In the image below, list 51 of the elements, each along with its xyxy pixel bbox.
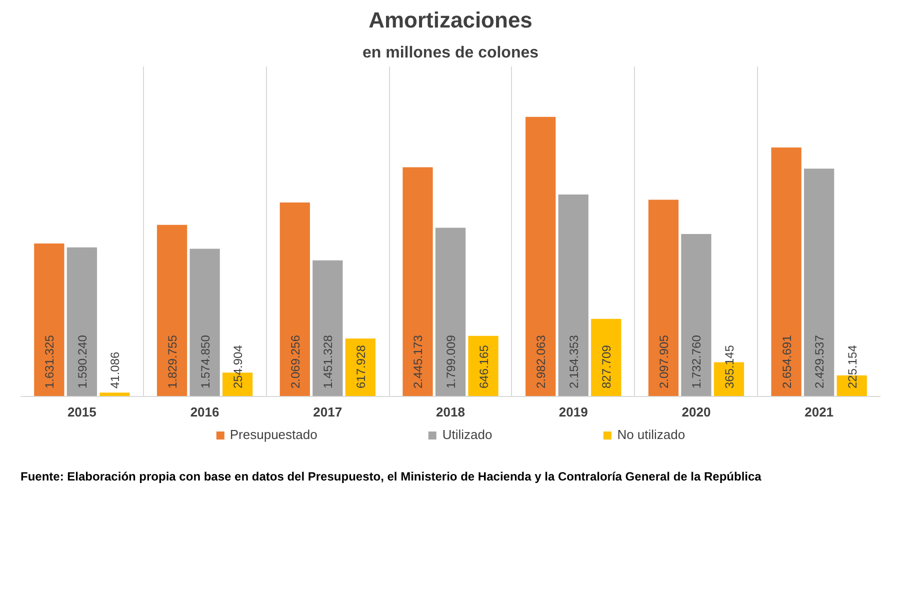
bar [558, 194, 588, 396]
data-label: 1.590.240 [75, 334, 90, 388]
data-label: 2.429.537 [812, 334, 827, 388]
legend-label: No utilizado [617, 427, 686, 442]
x-tick-label: 2020 [682, 404, 711, 420]
data-label: 617.928 [354, 344, 368, 388]
data-label: 646.165 [476, 344, 491, 388]
data-label: 41.086 [108, 351, 122, 388]
data-label: 254.904 [231, 344, 246, 388]
x-tick-label: 2021 [804, 404, 834, 420]
bar [66, 247, 97, 396]
data-label: 2.654.691 [780, 334, 794, 388]
data-label: 1.451.328 [321, 334, 336, 388]
bar [526, 116, 556, 396]
bar [190, 248, 220, 396]
data-label: 827.709 [600, 344, 614, 388]
bar [804, 168, 834, 396]
bar [280, 202, 310, 396]
data-label: 2.069.256 [288, 334, 302, 388]
chart-title: Amortizaciones [368, 8, 532, 32]
bar [681, 234, 712, 396]
x-tick-label: 2018 [436, 404, 465, 420]
data-label: 1.631.325 [42, 334, 57, 388]
data-label: 1.799.009 [444, 334, 458, 388]
bar [435, 228, 466, 396]
bar [591, 318, 622, 396]
bar [468, 336, 498, 396]
bar [156, 224, 188, 396]
bar [312, 260, 343, 396]
data-label: 1.732.760 [690, 334, 704, 388]
x-tick-label: 2017 [313, 404, 342, 420]
bar [100, 392, 130, 396]
x-tick-label: 2016 [190, 404, 220, 420]
source-note: Fuente: Elaboración propia con base en datos del Presupuesto, el Ministerio de Hacienda y la Contraloría General de la República [20, 470, 762, 484]
bar [34, 244, 64, 396]
bar [648, 200, 679, 396]
legend-label: Presupuestado [230, 427, 318, 442]
x-tick-label: 2019 [558, 404, 588, 420]
data-label: 2.097.905 [656, 334, 671, 388]
data-label: 225.154 [845, 344, 860, 388]
data-label: 1.829.755 [166, 334, 180, 388]
bar [771, 148, 802, 396]
data-label: 2.154.353 [566, 334, 581, 388]
bar [402, 167, 433, 396]
data-label: 2.445.173 [411, 334, 426, 388]
data-label: 1.574.850 [198, 334, 212, 388]
data-label: 365.145 [722, 344, 736, 388]
chart-subtitle: en millones de colones [362, 44, 539, 62]
x-tick-label: 2015 [67, 404, 96, 420]
legend-label: Utilizado [442, 427, 492, 442]
data-label: 2.982.063 [534, 334, 548, 388]
